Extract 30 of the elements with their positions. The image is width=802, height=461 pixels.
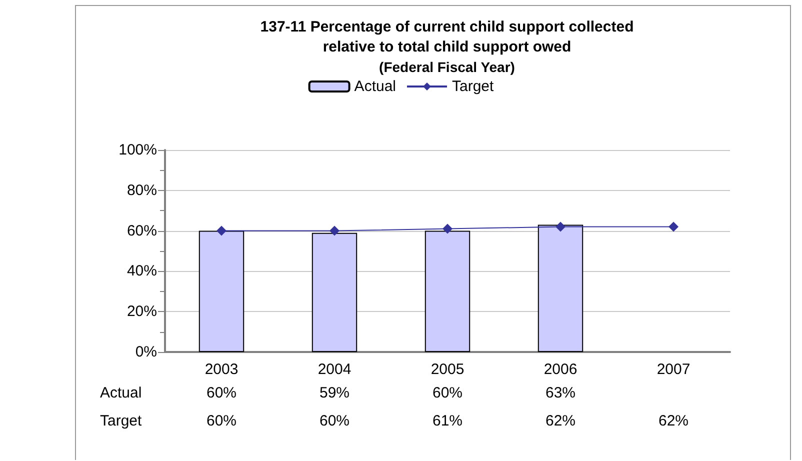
x-tick-label: 2005 bbox=[430, 361, 464, 378]
data-label: 60% bbox=[432, 384, 463, 402]
data-label: 60% bbox=[206, 412, 237, 430]
bar bbox=[198, 230, 244, 352]
chart-title: 137-11 Percentage of current child support collected relative to total child support owed bbox=[260, 18, 634, 56]
data-label: 60% bbox=[206, 384, 237, 402]
x-tick-label: 2006 bbox=[544, 361, 578, 378]
bar bbox=[312, 232, 358, 352]
legend-label: Target bbox=[452, 78, 495, 95]
data-label: 60% bbox=[319, 412, 350, 430]
data-label: 61% bbox=[432, 412, 463, 430]
text: Target bbox=[100, 412, 142, 430]
y-tick-label: 60% bbox=[126, 222, 157, 240]
bar bbox=[538, 224, 584, 352]
legend-label: Actual bbox=[354, 78, 396, 95]
text: Actual bbox=[100, 384, 142, 402]
data-label: 59% bbox=[319, 384, 350, 402]
y-tick-label: 40% bbox=[126, 262, 157, 280]
x-tick-label: 2007 bbox=[656, 361, 690, 378]
y-tick-label: 100% bbox=[118, 142, 157, 158]
data-label: 63% bbox=[545, 384, 576, 402]
data-label: 62% bbox=[545, 412, 576, 430]
y-tick-label: 80% bbox=[126, 182, 157, 199]
data-label: 62% bbox=[658, 412, 689, 430]
y-tick-label: 0% bbox=[135, 344, 157, 360]
bar bbox=[424, 230, 470, 352]
y-tick-label: 20% bbox=[126, 303, 157, 320]
chart-subtitle: (Federal Fiscal Year) bbox=[379, 59, 515, 75]
x-tick-label: 2004 bbox=[318, 361, 352, 378]
x-tick-label: 2003 bbox=[204, 361, 238, 378]
